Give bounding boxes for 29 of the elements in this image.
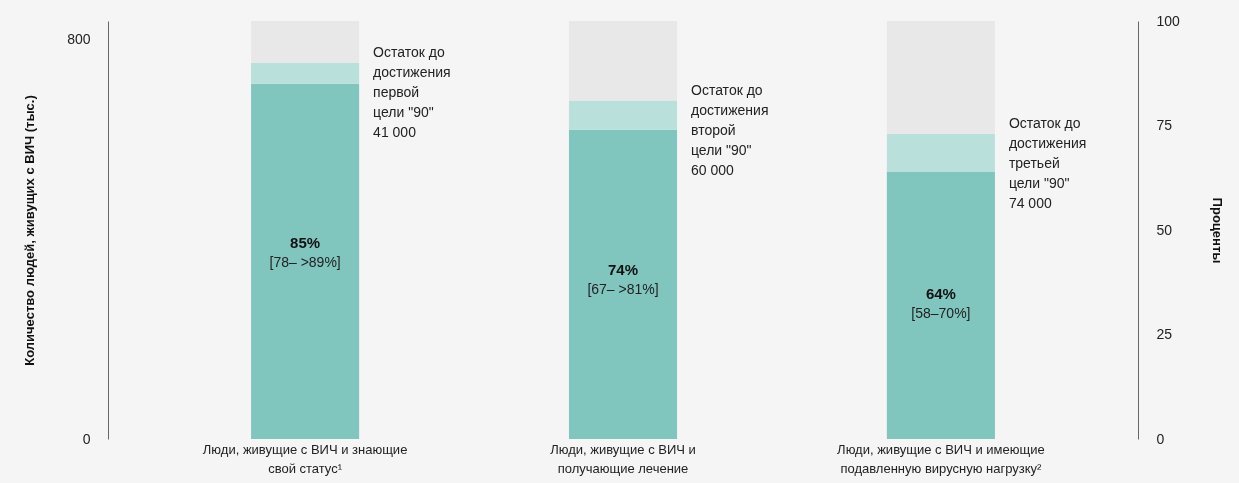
y2-tick-label: 0 — [1156, 430, 1165, 447]
annotation: Остаток до достижения первой цели "90" 41 000 — [373, 44, 451, 141]
data-label: 74% — [607, 260, 639, 278]
bar — [568, 21, 678, 101]
y2-tick-label: 25 — [1156, 326, 1173, 342]
bar — [886, 171, 995, 439]
data-label: 64% — [925, 284, 956, 302]
bar — [568, 129, 678, 439]
x-tick-label: Люди, живущие с ВИЧ и получающие лечение — [550, 442, 696, 476]
bar — [568, 100, 678, 130]
y-tick-label: 800 — [67, 31, 91, 48]
bar — [251, 62, 360, 84]
annotation: Остаток до достижения третьей цели "90" 74 000 — [1008, 115, 1087, 212]
y2-axis-title: Проценты — [1209, 197, 1225, 264]
y-axis-title: Количество людей, живущих с ВИЧ (тыс.) — [22, 95, 38, 366]
bar — [886, 21, 995, 134]
y2-tick-label: 75 — [1156, 117, 1173, 133]
y2-tick-label: 50 — [1156, 221, 1173, 238]
bar — [251, 83, 360, 439]
bar — [886, 133, 995, 172]
data-label: 85% — [290, 234, 321, 252]
annotation: [58–70%] — [911, 304, 971, 321]
x-tick-label: Люди, живущие с ВИЧ и знающие свой статус¹ — [202, 442, 408, 476]
annotation: [67– >81%] — [587, 280, 659, 297]
annotation: [78– >89%] — [269, 254, 341, 271]
bar — [251, 21, 360, 63]
x-tick-label: Люди, живущие с ВИЧ и имеющие подавленную вирусную нагрузку² — [837, 442, 1045, 476]
annotation: Остаток до достижения второй цели "90" 60 000 — [691, 81, 769, 178]
y2-tick-label: 100 — [1156, 12, 1181, 29]
